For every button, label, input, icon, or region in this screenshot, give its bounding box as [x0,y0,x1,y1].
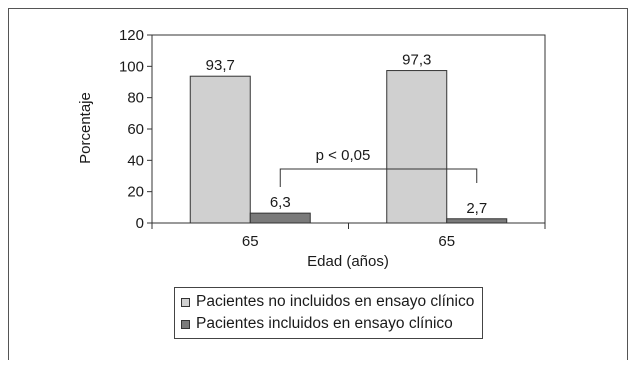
y-tick-label: 0 [136,215,144,232]
legend-swatch [181,319,190,329]
bar [446,218,508,224]
x-tick-label: 65 [438,233,455,250]
x-axis-title: Edad (años) [307,253,389,270]
bar [386,70,448,224]
legend-item-no-incluidos: Pacientes no incluidos en ensayo clínico [181,291,474,313]
x-tick-label: 65 [242,233,259,250]
bar [189,75,251,224]
y-axis-title: Porcentaje [77,92,94,164]
bar-data-label: 97,3 [402,52,431,69]
legend-label: Pacientes incluidos en ensayo clínico [196,315,453,332]
legend-swatch [181,297,190,307]
y-tick-label: 100 [119,58,144,75]
legend-label: Pacientes no incluidos en ensayo clínico [196,293,475,310]
y-tick-label: 40 [127,152,144,169]
y-tick-label: 120 [119,27,144,44]
significance-annotation: p < 0,05 [316,147,371,164]
significance-bracket [279,168,478,187]
legend-item-incluidos: Pacientes incluidos en ensayo clínico [181,313,474,335]
y-tick-label: 20 [127,184,144,201]
chart-frame [8,8,628,360]
y-tick-label: 60 [127,121,144,138]
y-tick-label: 80 [127,90,144,107]
bar-data-label: 93,7 [206,57,235,74]
bar-data-label: 6,3 [270,194,291,211]
bar-data-label: 2,7 [466,200,487,217]
bar [249,212,311,224]
legend: Pacientes no incluidos en ensayo clínico… [174,287,484,339]
plot-area: 0 20 40 60 80 100 120 93,7 6,3 65 97,3 2,7 65 [119,27,546,250]
